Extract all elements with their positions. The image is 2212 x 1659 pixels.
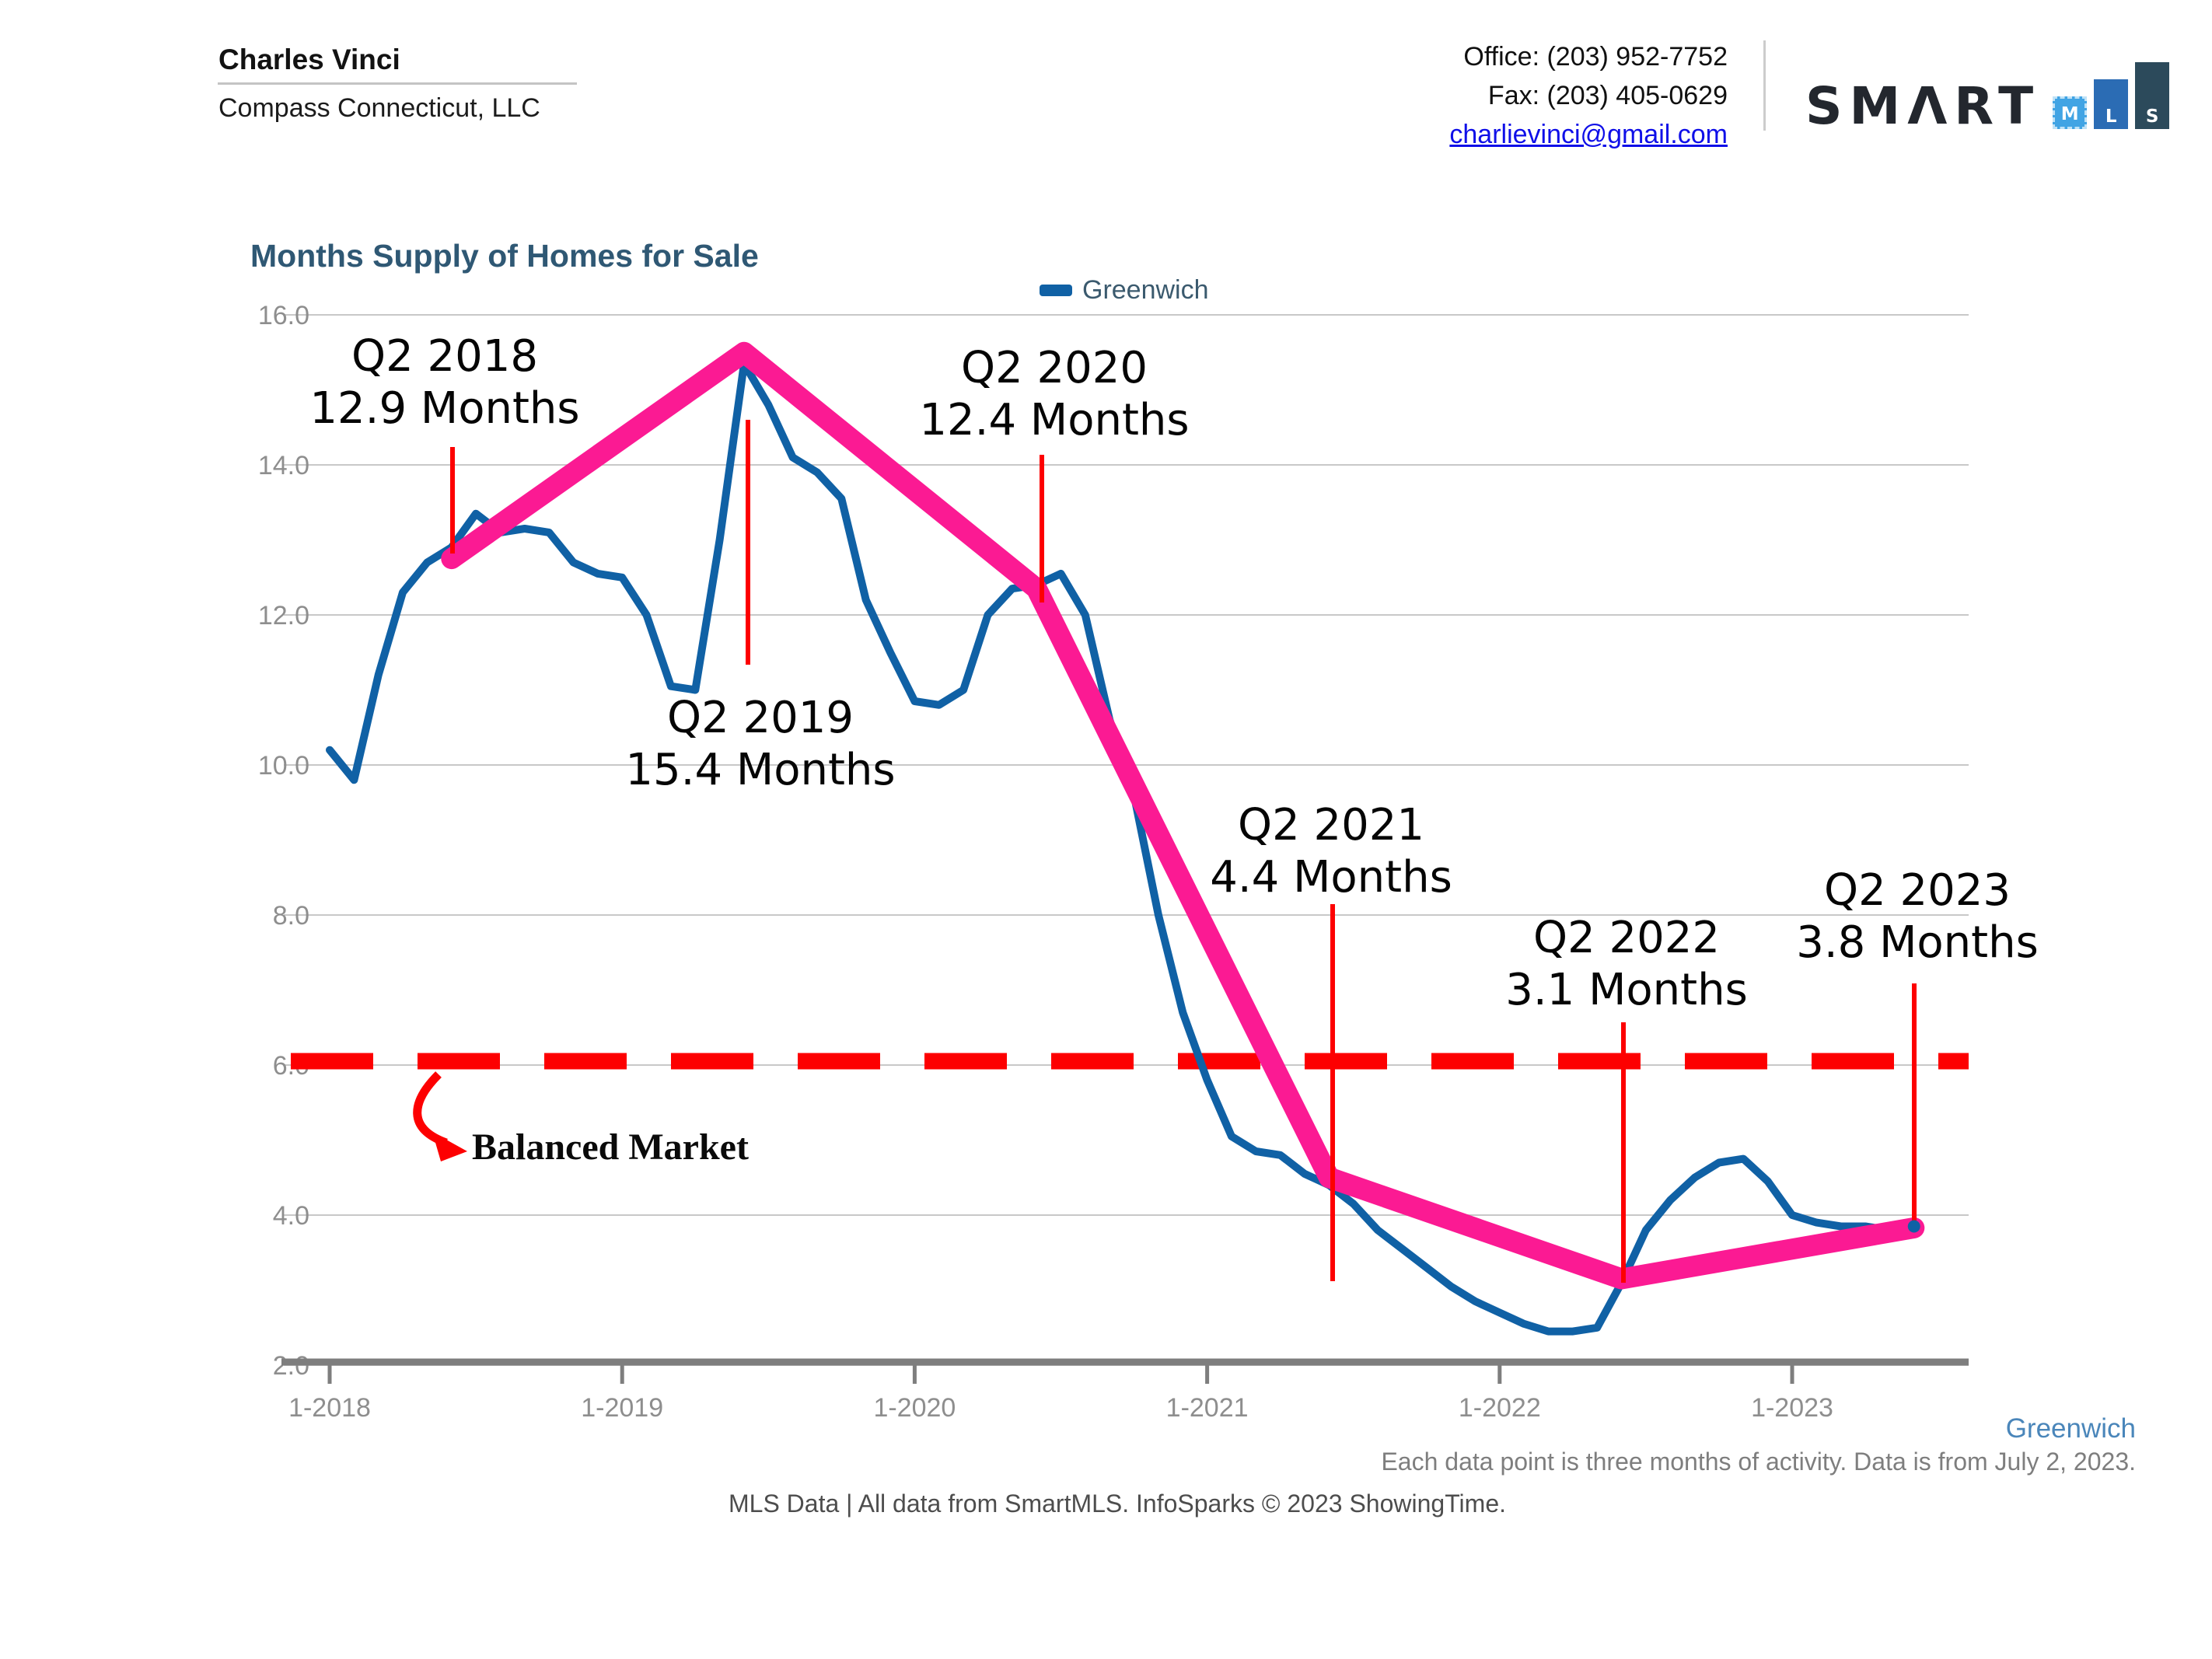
- mls-credit-line: MLS Data | All data from SmartMLS. InfoS…: [728, 1490, 1507, 1518]
- x-tick-label: 1-2020: [873, 1393, 956, 1423]
- legend-swatch: [1040, 285, 1072, 296]
- x-tick-label: 1-2021: [1166, 1393, 1249, 1423]
- smartmls-logo: SMΛRT M L S: [1805, 47, 2170, 136]
- header-divider: [1763, 40, 1766, 131]
- y-tick-label: 2.0: [273, 1351, 309, 1381]
- fax-number: Fax: (203) 405-0629: [1487, 81, 1728, 110]
- y-tick-label: 8.0: [273, 901, 309, 931]
- y-tick-label: 14.0: [258, 451, 309, 480]
- balanced-market-arrow: [413, 1071, 448, 1147]
- logo-bar-m: M: [2053, 96, 2088, 129]
- agent-underline-divider: [218, 82, 577, 85]
- greenwich-series-line: [326, 359, 1918, 1336]
- balanced-market-arrowhead-icon: [432, 1132, 467, 1161]
- y-tick-label: 16.0: [258, 301, 309, 330]
- y-tick-label: 4.0: [273, 1201, 309, 1231]
- balanced-market-label: Balanced Market: [472, 1126, 749, 1168]
- agent-company: Compass Connecticut, LLC: [218, 93, 540, 123]
- y-tick-label: 10.0: [258, 751, 309, 781]
- smartmls-logo-wordmark: SMΛRT: [1805, 75, 2041, 136]
- office-phone: Office: (203) 952-7752: [1463, 42, 1728, 72]
- chart-title: Months Supply of Homes for Sale: [250, 238, 759, 274]
- smartmls-logo-bars-icon: M L S: [2053, 62, 2170, 129]
- series-label-bottom: Greenwich: [2005, 1413, 2136, 1444]
- email-link[interactable]: charlievinci@gmail.com: [1449, 120, 1728, 149]
- legend-label: Greenwich: [1082, 275, 1209, 305]
- agent-name: Charles Vinci: [218, 44, 400, 75]
- trend-highlight-line: [441, 341, 1925, 1290]
- x-tick-label: 1-2019: [581, 1393, 663, 1423]
- logo-bar-l: L: [2094, 79, 2129, 129]
- x-tick-label: 1-2023: [1751, 1393, 1833, 1423]
- y-tick-label: 12.0: [258, 601, 309, 630]
- series-endpoint-dot: [1907, 1220, 1920, 1233]
- contact-block: Office: (203) 952-7752 Fax: (203) 405-06…: [1449, 37, 1728, 154]
- x-tick-label: 1-2022: [1459, 1393, 1541, 1423]
- data-footnote: Each data point is three months of activ…: [1381, 1448, 2136, 1476]
- x-tick-label: 1-2018: [288, 1393, 371, 1423]
- logo-bar-s: S: [2135, 62, 2170, 129]
